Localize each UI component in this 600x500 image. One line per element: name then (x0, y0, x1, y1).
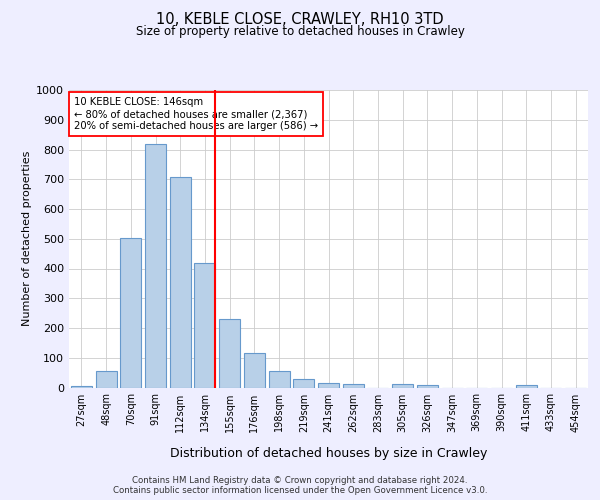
Text: Contains HM Land Registry data © Crown copyright and database right 2024.: Contains HM Land Registry data © Crown c… (132, 476, 468, 485)
Bar (120, 238, 141, 388)
Text: 10, KEBLE CLOSE, CRAWLEY, RH10 3TD: 10, KEBLE CLOSE, CRAWLEY, RH10 3TD (156, 12, 444, 28)
Y-axis label: Number of detached properties: Number of detached properties (22, 151, 32, 326)
Bar (516, 384, 537, 388)
Bar (145, 144, 166, 388)
Bar (95, 370, 116, 388)
Bar (392, 384, 413, 388)
Bar (343, 384, 364, 388)
Bar (219, 319, 240, 388)
Text: Contains public sector information licensed under the Open Government Licence v3: Contains public sector information licen… (113, 486, 487, 495)
Bar (269, 371, 290, 388)
Bar (244, 354, 265, 388)
Bar (170, 177, 191, 388)
Text: 10 KEBLE CLOSE: 146sqm
← 80% of detached houses are smaller (2,367)
20% of semi-: 10 KEBLE CLOSE: 146sqm ← 80% of detached… (74, 98, 319, 130)
Bar (293, 378, 314, 388)
Bar (417, 385, 438, 388)
Bar (194, 264, 215, 388)
Bar (318, 383, 339, 388)
Text: Size of property relative to detached houses in Crawley: Size of property relative to detached ho… (136, 25, 464, 38)
Text: Distribution of detached houses by size in Crawley: Distribution of detached houses by size … (170, 448, 487, 460)
Bar (71, 386, 92, 388)
